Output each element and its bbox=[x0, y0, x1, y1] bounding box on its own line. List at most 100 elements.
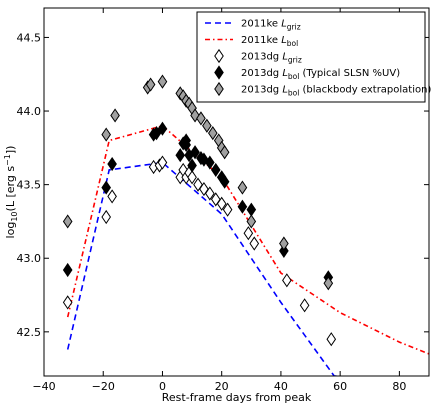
x-tick-label: −20 bbox=[92, 380, 115, 393]
data-point-4-21 bbox=[323, 276, 334, 291]
legend-label-sub: griz bbox=[287, 23, 301, 32]
data-point-4-12 bbox=[196, 111, 206, 126]
legend-item-4: 2013dg Lbol (blackbody extrapolation) bbox=[214, 81, 431, 98]
x-tick-label: 0 bbox=[159, 380, 166, 393]
plot-frame bbox=[43, 7, 430, 377]
data-point-3-18 bbox=[219, 174, 230, 189]
legend-label-main: 2011ke bbox=[241, 19, 281, 30]
legend-marker-2 bbox=[214, 48, 224, 64]
series-3 bbox=[62, 121, 334, 285]
legend-label-main: 2013dg bbox=[241, 68, 282, 79]
data-point-3-19 bbox=[237, 199, 248, 214]
legend-label-rest: (Typical SLSN %UV) bbox=[299, 68, 400, 79]
data-point-2-18 bbox=[249, 236, 260, 251]
data-point-4-17 bbox=[219, 145, 230, 160]
series-line-0 bbox=[66, 161, 341, 376]
data-point-4-13 bbox=[202, 118, 212, 133]
data-point-2-2 bbox=[107, 189, 117, 204]
legend-label-sub: bol bbox=[288, 89, 299, 98]
legend-label-italic: L bbox=[282, 68, 288, 79]
x-axis-label: Rest-frame days from peak bbox=[162, 391, 312, 404]
legend-label-italic: L bbox=[282, 52, 288, 63]
x-tick-label: 80 bbox=[392, 380, 406, 393]
data-point-4-20 bbox=[279, 236, 289, 251]
legend-label-3: 2013dg Lbol (Typical SLSN %UV) bbox=[241, 68, 400, 81]
data-point-3-11 bbox=[187, 158, 197, 173]
data-point-2-11 bbox=[193, 177, 203, 192]
data-point-4-5 bbox=[157, 74, 168, 89]
axes-layer: −40 −20 0 20 40 60 80 42.5 43.0 43.5 44.0 44.5 Rest-… bbox=[3, 7, 430, 404]
data-point-3-5 bbox=[157, 121, 168, 136]
y-axis-label-part: log bbox=[4, 222, 17, 239]
data-point-4-0 bbox=[62, 214, 73, 229]
legend-label-0: 2011ke Lgriz bbox=[241, 19, 301, 32]
legend-label-sub: bol bbox=[287, 39, 298, 48]
y-axis-label-part: (L [erg s bbox=[4, 166, 17, 212]
legend-marker-3 bbox=[214, 65, 224, 80]
y-tick-label: 44.5 bbox=[17, 31, 42, 44]
legend-label-4: 2013dg Lbol (blackbody extrapolation) bbox=[241, 85, 431, 98]
y-tick-label: 44.0 bbox=[17, 105, 42, 118]
legend-item-1: 2011ke Lbol bbox=[205, 35, 298, 48]
data-point-2-17 bbox=[243, 226, 254, 241]
legend-label-italic: L bbox=[281, 19, 287, 30]
data-point-2-19 bbox=[282, 273, 292, 288]
legend-item-3: 2013dg Lbol (Typical SLSN %UV) bbox=[214, 65, 400, 81]
data-point-2-13 bbox=[205, 186, 215, 201]
data-point-2-1 bbox=[101, 209, 111, 225]
data-point-4-1 bbox=[101, 127, 111, 142]
y-tick-label: 43.0 bbox=[17, 252, 42, 265]
y-axis-label-part: ]) bbox=[4, 146, 17, 155]
data-point-4-2 bbox=[110, 108, 120, 123]
data-point-2-15 bbox=[216, 196, 227, 211]
y-axis-label: log10(L [erg s−1]) bbox=[3, 146, 19, 239]
legend-label-2: 2013dg Lgriz bbox=[241, 52, 302, 65]
legend-marker-4 bbox=[214, 81, 224, 97]
legend-label-italic: L bbox=[282, 85, 288, 96]
data-point-4-19 bbox=[246, 214, 257, 229]
data-point-3-15 bbox=[205, 155, 215, 170]
y-axis-label-part: 10 bbox=[10, 211, 19, 221]
data-point-3-16 bbox=[210, 162, 221, 178]
data-point-4-14 bbox=[208, 126, 218, 141]
legend-label-1: 2011ke Lbol bbox=[241, 35, 298, 48]
data-point-3-2 bbox=[107, 156, 117, 172]
x-tick-label: −40 bbox=[32, 380, 55, 393]
x-tick-label: 20 bbox=[215, 380, 229, 393]
legend-item-0: 2011ke Lgriz bbox=[205, 19, 301, 32]
data-point-4-4 bbox=[145, 77, 156, 92]
legend-label-main: 2013dg bbox=[241, 52, 282, 63]
legend-label-main: 2011ke bbox=[241, 35, 281, 46]
data-point-2-21 bbox=[326, 332, 337, 347]
y-axis-label-part: −1 bbox=[3, 154, 12, 166]
x-tick-label: 60 bbox=[333, 380, 347, 393]
series-4 bbox=[62, 74, 334, 291]
data-point-2-5 bbox=[157, 155, 168, 170]
legend-item-2: 2013dg Lgriz bbox=[214, 48, 302, 65]
legend-label-sub: griz bbox=[288, 56, 302, 65]
data-point-4-18 bbox=[237, 180, 248, 195]
data-point-3-1 bbox=[101, 180, 111, 195]
legend-label-rest: (blackbody extrapolation) bbox=[299, 85, 431, 96]
legend-label-italic: L bbox=[281, 35, 287, 46]
y-tick-label: 42.5 bbox=[17, 326, 42, 339]
x-tick-label: 40 bbox=[274, 380, 288, 393]
series-0 bbox=[66, 161, 341, 376]
legend-label-main: 2013dg bbox=[241, 85, 282, 96]
data-point-2-0 bbox=[62, 295, 73, 310]
legend-label-sub: bol bbox=[288, 72, 299, 81]
data-point-3-0 bbox=[62, 262, 73, 278]
data-point-2-16 bbox=[222, 202, 233, 217]
data-point-3-6 bbox=[175, 148, 186, 163]
data-point-3-9 bbox=[181, 133, 191, 148]
data-point-3-21 bbox=[279, 243, 289, 258]
series-2 bbox=[62, 155, 337, 347]
data-point-2-20 bbox=[299, 298, 310, 313]
data-point-2-10 bbox=[187, 170, 197, 185]
legend-box bbox=[196, 11, 426, 103]
y-tick-label: 43.5 bbox=[17, 179, 42, 192]
series-layer bbox=[62, 74, 429, 376]
data-point-3-12 bbox=[190, 145, 200, 160]
